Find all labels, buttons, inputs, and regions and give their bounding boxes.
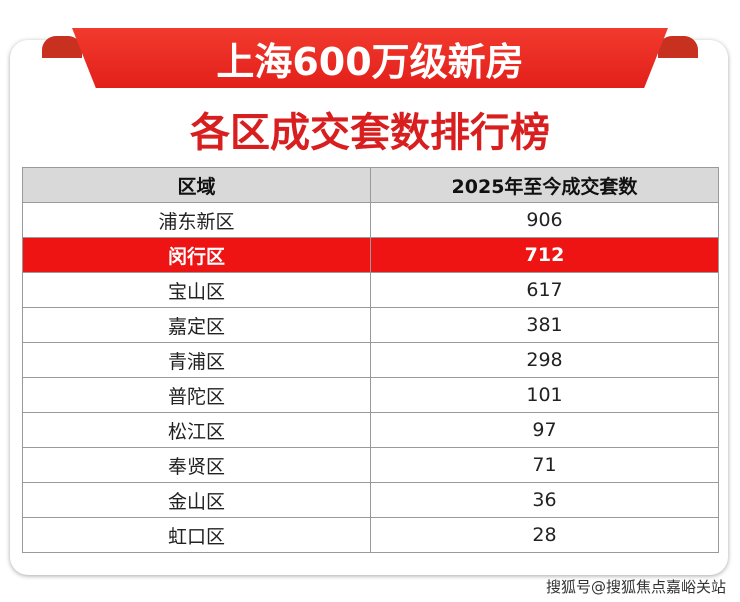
cell-count: 298	[370, 342, 719, 378]
cell-count: 381	[370, 307, 719, 343]
table-row: 宝山区 617	[22, 272, 719, 308]
cell-count: 617	[370, 272, 719, 308]
cell-district: 浦东新区	[22, 202, 371, 238]
cell-district: 闵行区	[22, 237, 371, 273]
cell-district: 普陀区	[22, 377, 371, 413]
table-row: 虹口区 28	[22, 517, 719, 553]
table-row: 青浦区 298	[22, 342, 719, 378]
table-row: 松江区 97	[22, 412, 719, 448]
cell-district: 虹口区	[22, 517, 371, 553]
cell-district: 青浦区	[22, 342, 371, 378]
table-row: 金山区 36	[22, 482, 719, 518]
table-row: 嘉定区 381	[22, 307, 719, 343]
ribbon-left-fold	[42, 36, 82, 58]
banner: 上海600万级新房	[72, 28, 668, 88]
table-row: 浦东新区 906	[22, 202, 719, 238]
column-header-district: 区域	[22, 167, 371, 203]
ranking-table: 区域 2025年至今成交套数 浦东新区 906 闵行区 712 宝山区 617 嘉定区 381…	[22, 167, 719, 553]
table-row: 普陀区 101	[22, 377, 719, 413]
cell-district: 奉贤区	[22, 447, 371, 483]
cell-count: 712	[370, 237, 719, 273]
table-header: 区域 2025年至今成交套数	[22, 167, 719, 203]
cell-count: 906	[370, 202, 719, 238]
cell-count: 71	[370, 447, 719, 483]
cell-count: 28	[370, 517, 719, 553]
cell-district: 宝山区	[22, 272, 371, 308]
table-row: 闵行区 712	[22, 237, 719, 273]
cell-count: 36	[370, 482, 719, 518]
watermark: 搜狐号@搜狐焦点嘉峪关站	[545, 578, 726, 596]
ribbon-right-fold	[658, 36, 698, 58]
cell-count: 97	[370, 412, 719, 448]
cell-district: 松江区	[22, 412, 371, 448]
cell-district: 金山区	[22, 482, 371, 518]
table-row: 奉贤区 71	[22, 447, 719, 483]
page-title: 各区成交套数排行榜	[190, 110, 550, 156]
cell-district: 嘉定区	[22, 307, 371, 343]
cell-count: 101	[370, 377, 719, 413]
column-header-count: 2025年至今成交套数	[370, 167, 719, 203]
